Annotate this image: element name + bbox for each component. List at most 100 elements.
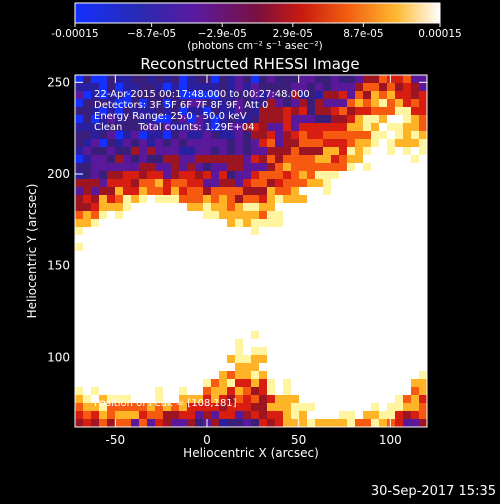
heatmap-cell <box>355 283 364 292</box>
heatmap-cell <box>315 307 324 316</box>
heatmap-cell <box>283 131 292 140</box>
heatmap-cell <box>227 203 236 212</box>
heatmap-cell <box>331 235 340 244</box>
heatmap-cell <box>147 363 156 372</box>
heatmap-cell <box>411 179 420 188</box>
heatmap-cell <box>171 267 180 276</box>
heatmap-cell <box>131 299 140 308</box>
heatmap-cell <box>419 283 427 292</box>
heatmap-cell <box>139 211 148 220</box>
heatmap-cell <box>299 227 308 236</box>
heatmap-cell <box>91 339 100 348</box>
heatmap-cell <box>227 187 236 196</box>
heatmap-cell <box>267 243 276 252</box>
heatmap-cell <box>291 307 300 316</box>
heatmap-cell <box>131 131 140 140</box>
heatmap-cell <box>155 355 164 364</box>
heatmap-cell <box>299 163 308 172</box>
heatmap-cell <box>123 219 132 228</box>
heatmap-cell <box>203 387 212 396</box>
heatmap-cell <box>99 371 108 380</box>
heatmap-cell <box>403 227 412 236</box>
heatmap-cell <box>243 251 252 260</box>
heatmap-cell <box>259 171 268 180</box>
heatmap-cell <box>371 363 380 372</box>
heatmap-cell <box>371 219 380 228</box>
heatmap-cell <box>379 251 388 260</box>
heatmap-cell <box>339 235 348 244</box>
heatmap-cell <box>291 371 300 380</box>
heatmap-cell <box>171 339 180 348</box>
heatmap-cell <box>387 331 396 340</box>
heatmap-cell <box>355 267 364 276</box>
heatmap-cell <box>339 123 348 132</box>
heatmap-cell <box>315 187 324 196</box>
heatmap-cell <box>411 307 420 316</box>
heatmap-cell <box>91 411 100 420</box>
heatmap-cell <box>259 275 268 284</box>
heatmap-cell <box>235 155 244 164</box>
heatmap-cell <box>147 387 156 396</box>
heatmap-cell <box>379 339 388 348</box>
heatmap-cell <box>411 211 420 220</box>
heatmap-cell <box>387 339 396 348</box>
heatmap-cell <box>259 211 268 220</box>
heatmap-cell <box>251 371 260 380</box>
heatmap-cell <box>403 299 412 308</box>
heatmap-cell <box>251 355 260 364</box>
heatmap-cell <box>195 411 204 420</box>
heatmap-cell <box>163 91 172 100</box>
heatmap-cell <box>91 275 100 284</box>
heatmap-cell <box>371 195 380 204</box>
heatmap-cell <box>291 235 300 244</box>
heatmap-cell <box>147 339 156 348</box>
heatmap-cell <box>211 291 220 300</box>
heatmap-cell <box>267 323 276 332</box>
heatmap-cell <box>275 163 284 172</box>
heatmap-cell <box>171 403 180 412</box>
heatmap-cell <box>219 227 228 236</box>
heatmap-cell <box>115 259 124 268</box>
heatmap-cell <box>155 363 164 372</box>
heatmap-cell <box>187 275 196 284</box>
heatmap-cell <box>187 379 196 388</box>
heatmap-cell <box>219 307 228 316</box>
heatmap-cell <box>203 131 212 140</box>
heatmap-cell <box>371 155 380 164</box>
heatmap-cell <box>331 267 340 276</box>
heatmap-cell <box>115 243 124 252</box>
heatmap-cell <box>99 211 108 220</box>
heatmap-cell <box>315 379 324 388</box>
heatmap-cell <box>347 371 356 380</box>
heatmap-cell <box>251 251 260 260</box>
heatmap-cell <box>299 267 308 276</box>
heatmap-cell <box>291 259 300 268</box>
heatmap-cell <box>131 315 140 324</box>
heatmap-cell <box>219 83 228 92</box>
heatmap-cell <box>115 331 124 340</box>
heatmap-cell <box>91 219 100 228</box>
heatmap-cell <box>75 203 84 212</box>
heatmap-cell <box>339 147 348 156</box>
heatmap-cell <box>259 131 268 140</box>
heatmap-cell <box>131 395 140 404</box>
heatmap-cell <box>171 203 180 212</box>
heatmap-cell <box>419 291 427 300</box>
heatmap-cell <box>131 147 140 156</box>
heatmap-cell <box>395 147 404 156</box>
heatmap-cell <box>195 219 204 228</box>
heatmap-cell <box>235 163 244 172</box>
heatmap-cell <box>331 203 340 212</box>
heatmap-cell <box>347 131 356 140</box>
heatmap-cell <box>275 227 284 236</box>
heatmap-cell <box>403 379 412 388</box>
heatmap-cell <box>91 419 100 427</box>
heatmap-cell <box>187 323 196 332</box>
heatmap-cell <box>331 99 340 108</box>
heatmap-cell <box>179 115 188 124</box>
heatmap-cell <box>195 283 204 292</box>
heatmap-cell <box>91 355 100 364</box>
heatmap-cell <box>155 83 164 92</box>
heatmap-cell <box>315 107 324 116</box>
